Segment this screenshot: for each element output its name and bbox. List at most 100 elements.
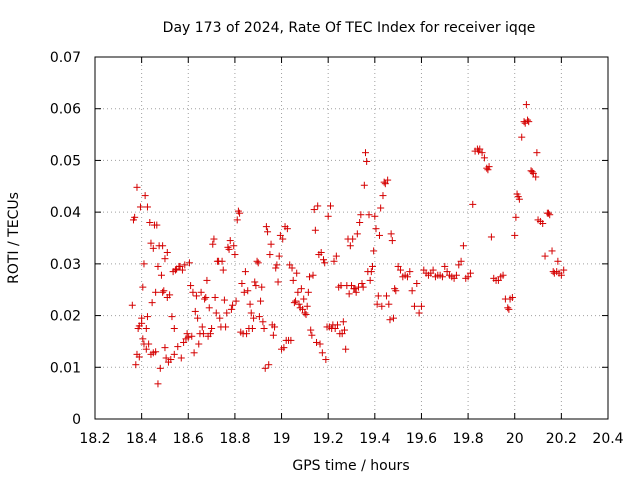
data-point [478, 149, 486, 157]
data-point [334, 321, 342, 329]
data-point [546, 211, 554, 219]
data-point [128, 301, 136, 309]
data-point [190, 349, 198, 357]
data-point [153, 221, 161, 229]
data-point [485, 163, 493, 171]
data-point [180, 338, 188, 346]
data-point [533, 149, 541, 157]
data-point [168, 313, 176, 321]
data-point [159, 288, 167, 296]
data-point [176, 262, 184, 270]
data-point [254, 259, 262, 267]
data-point [487, 233, 495, 241]
data-point [392, 287, 400, 295]
data-point [181, 261, 189, 269]
axis-ticks: 18.2 18.4 18.6 18.8 19 19.2 19.4 19.6 19.8 20 20.2… [50, 50, 624, 447]
data-point [236, 209, 244, 217]
data-point [480, 154, 488, 162]
data-point [188, 332, 196, 340]
x-tick-label: 19.8 [453, 431, 484, 447]
data-point [304, 288, 312, 296]
x-tick-label: 18.6 [173, 431, 204, 447]
data-point [223, 309, 231, 317]
x-tick-label: 20 [506, 431, 524, 447]
data-point [512, 213, 520, 221]
data-point [384, 176, 392, 184]
data-point [152, 348, 160, 356]
data-point [161, 344, 169, 352]
data-point [140, 260, 148, 268]
data-point [525, 118, 533, 126]
data-point [243, 330, 251, 338]
gridlines [95, 57, 608, 419]
data-point [375, 231, 383, 239]
data-point [356, 218, 364, 226]
y-tick-label: 0.07 [50, 50, 81, 66]
data-point [260, 325, 268, 332]
x-axis-label: GPS time / hours [292, 458, 409, 474]
data-point [287, 336, 295, 344]
data-point [210, 235, 218, 243]
data-point [231, 251, 239, 259]
data-point [358, 280, 366, 288]
data-point [360, 181, 368, 189]
data-point [322, 356, 330, 364]
data-point [154, 380, 162, 388]
data-point [300, 295, 308, 303]
data-point [152, 288, 160, 296]
data-point [308, 331, 316, 339]
data-point [349, 235, 357, 243]
data-point [135, 353, 143, 361]
data-point [246, 300, 254, 308]
data-point [365, 211, 373, 219]
data-point [361, 149, 369, 157]
data-point [429, 266, 437, 274]
data-point [299, 305, 307, 313]
data-point [455, 261, 463, 269]
x-tick-label: 20.4 [592, 431, 623, 447]
data-point [394, 262, 402, 270]
x-tick-label: 18.2 [79, 431, 110, 447]
y-tick-label: 0.05 [50, 153, 81, 169]
data-point [185, 259, 193, 267]
y-tick-label: 0.04 [50, 205, 81, 221]
data-point [132, 361, 140, 369]
data-point [338, 330, 346, 338]
data-point [370, 247, 378, 255]
data-point [275, 252, 283, 260]
data-point [267, 240, 275, 248]
data-point [219, 266, 227, 274]
data-point [316, 340, 324, 348]
data-point [160, 287, 168, 295]
data-point [303, 302, 311, 310]
data-point [145, 340, 153, 348]
data-point [504, 304, 512, 312]
data-point [372, 225, 380, 233]
data-point [139, 335, 147, 343]
data-point [554, 257, 562, 265]
data-point [324, 212, 332, 220]
data-point [529, 169, 537, 177]
data-point [341, 326, 349, 334]
data-point [156, 364, 164, 372]
data-point [306, 273, 314, 281]
data-point [327, 202, 335, 210]
data-points [128, 101, 568, 388]
data-point [518, 133, 526, 141]
data-point [374, 292, 382, 300]
data-point [247, 309, 255, 317]
data-point [167, 356, 175, 364]
data-point [201, 295, 209, 303]
data-point [157, 271, 165, 279]
data-point [499, 271, 507, 279]
data-point [276, 231, 284, 239]
data-point [459, 242, 467, 250]
data-point [311, 226, 319, 234]
data-point [353, 230, 361, 238]
data-point [251, 278, 259, 286]
data-point [357, 211, 365, 219]
data-point [406, 268, 414, 276]
data-point [241, 268, 249, 276]
data-point [265, 361, 273, 369]
data-point [225, 245, 233, 253]
